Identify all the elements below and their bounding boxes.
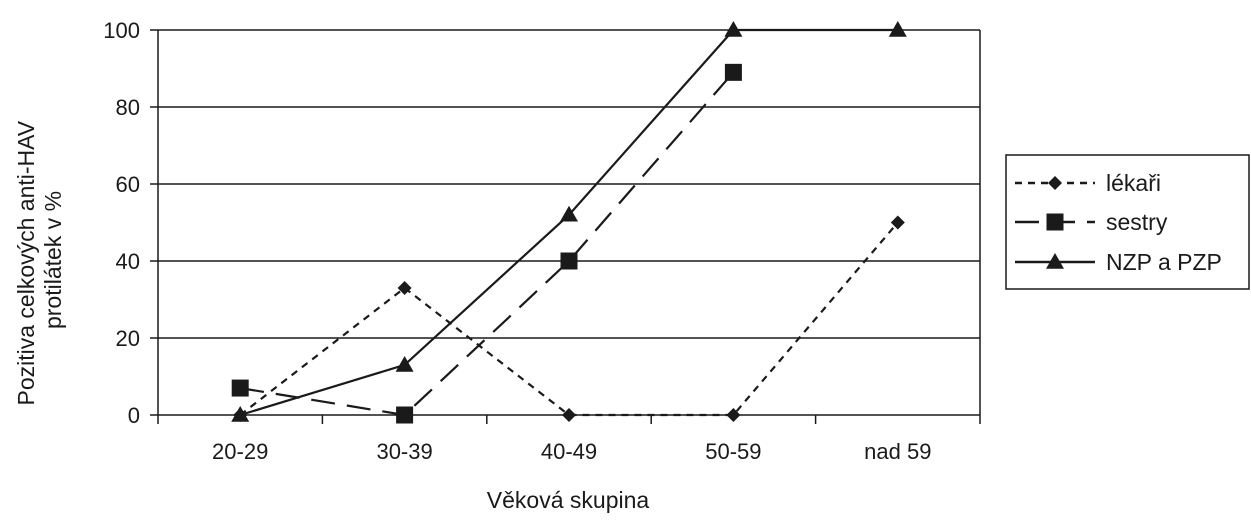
data-point-nzp-a-pzp (888, 21, 907, 37)
axes (150, 29, 981, 424)
series-line-nzp-a-pzp (239, 28, 898, 417)
x-tick-label: 20-29 (212, 439, 268, 464)
series-line-sestry (240, 71, 735, 417)
series-nzp-a-pzp (231, 21, 907, 422)
data-point-nzp-a-pzp (560, 205, 578, 222)
y-axis-title-line-2: protilátek v % (40, 191, 66, 329)
y-tick-label: 20 (116, 326, 140, 351)
legend: lékaři sestry NZP a PZP (1005, 154, 1250, 290)
legend-items: lékaři sestry NZP a PZP (1015, 170, 1222, 275)
y-tick-label: 100 (103, 18, 140, 43)
y-tick-label: 60 (116, 172, 140, 197)
x-axis-title: Věková skupina (487, 487, 650, 513)
data-point-nzp-a-pzp (395, 355, 414, 372)
data-point-l-ka-i (397, 280, 412, 295)
y-tick-label: 0 (128, 403, 140, 428)
legend-marker-nzp-a-pzp (1046, 253, 1064, 269)
y-axis-title: Pozitiva celkových anti-HAV protilátek v… (13, 114, 66, 405)
data-point-l-ka-i (726, 408, 741, 422)
series-l-ka-i (233, 215, 905, 422)
y-tick-label: 80 (116, 95, 140, 120)
series-sestry (231, 63, 742, 424)
gridlines (158, 29, 980, 339)
data-point-nzp-a-pzp (231, 406, 250, 422)
x-tick-label: 50-59 (705, 439, 761, 464)
data-point-l-ka-i (562, 408, 576, 422)
data-point-nzp-a-pzp (724, 21, 743, 37)
data-point-sestry (724, 63, 742, 81)
x-tick-label: 40-49 (541, 439, 597, 464)
x-tick-label: nad 59 (864, 439, 931, 464)
data-point-sestry (231, 379, 249, 397)
legend-label-l-ka-i: lékaři (1106, 170, 1161, 196)
legend-marker-l-ka-i (1048, 176, 1062, 190)
data-point-sestry (560, 252, 578, 270)
x-tick-label: 30-39 (376, 439, 432, 464)
y-axis-title-line-1: Pozitiva celkových anti-HAV (13, 120, 39, 405)
legend-marker-sestry (1046, 213, 1064, 231)
series-lines (231, 21, 907, 424)
tick-labels: 0 20 40 60 80 100 20-29 30-39 40-49 50-59 nad 59 (103, 18, 931, 464)
legend-label-sestry: sestry (1106, 209, 1168, 235)
data-point-l-ka-i (890, 215, 905, 230)
y-tick-label: 40 (116, 249, 140, 274)
legend-label-nzp-a-pzp: NZP a PZP (1106, 249, 1222, 275)
data-point-sestry (396, 406, 414, 424)
series-line-l-ka-i (239, 221, 899, 417)
